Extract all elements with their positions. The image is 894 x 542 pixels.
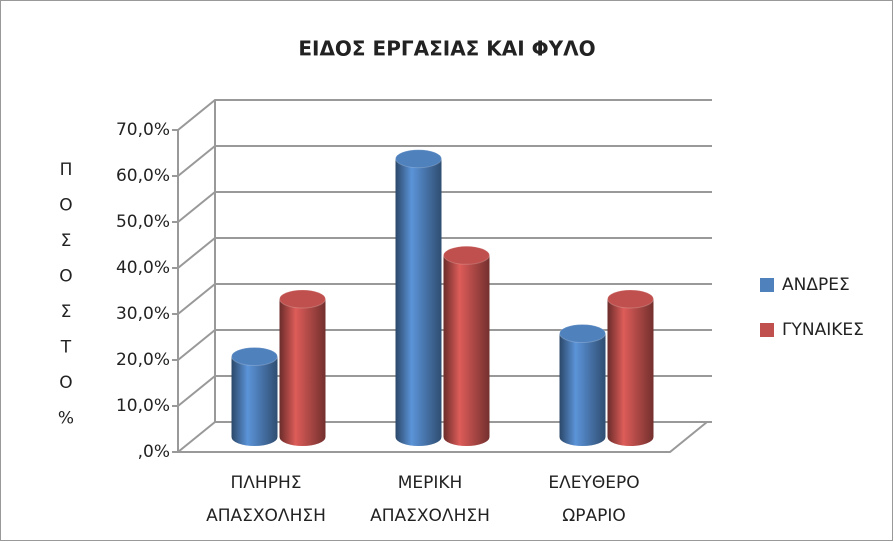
bar-top — [443, 245, 490, 265]
grid-line — [177, 421, 712, 453]
bar-top — [559, 324, 606, 343]
grid-line — [177, 145, 712, 177]
y-tick-label: 50,0% — [116, 212, 170, 232]
y-tick-label: 40,0% — [116, 258, 170, 278]
bar — [279, 299, 326, 446]
grid-line — [177, 375, 712, 407]
bar-top — [279, 289, 326, 309]
grid-line — [177, 191, 712, 223]
grid-line — [177, 99, 712, 131]
bar — [607, 299, 654, 446]
bar-top — [607, 289, 654, 309]
chart-title: ΕΙΔΟΣ ΕΡΓΑΣΙΑΣ ΚΑΙ ΦΥΛΟ — [298, 37, 595, 61]
y-tick-label: 20,0% — [116, 350, 170, 370]
x-tick-label: ΕΛΕΥΘΕΡΟ ΩΡΑΡΙΟ — [548, 473, 639, 526]
y-tick-label: 30,0% — [116, 304, 170, 324]
legend-label: ΓΥΝΑΙΚΕΣ — [782, 320, 864, 340]
legend-swatch — [760, 323, 774, 337]
bar — [395, 158, 442, 446]
legend-swatch — [760, 278, 774, 292]
x-tick-label: ΜΕΡΙΚΗ ΑΠΑΣΧΟΛΗΣΗ — [370, 473, 490, 526]
grid-line — [177, 329, 712, 361]
y-tick-label: 60,0% — [116, 166, 170, 186]
y-tick-label: 70,0% — [116, 120, 170, 140]
grid-line — [177, 283, 712, 315]
grid-line — [177, 237, 712, 269]
bar-top — [395, 149, 442, 169]
bar — [559, 333, 606, 446]
x-tick-label: ΠΛΗΡΗΣ ΑΠΑΣΧΟΛΗΣΗ — [206, 473, 326, 526]
bar-top — [231, 347, 278, 366]
bar — [443, 255, 490, 446]
legend-label: ΑΝΔΡΕΣ — [782, 275, 850, 295]
y-axis-label: Π Ο Σ Ο Σ Τ Ο% — [58, 160, 74, 429]
bar — [231, 356, 278, 446]
y-tick-label: ,0% — [138, 442, 170, 462]
y-tick-label: 10,0% — [116, 396, 170, 416]
floor-edge — [178, 421, 708, 453]
